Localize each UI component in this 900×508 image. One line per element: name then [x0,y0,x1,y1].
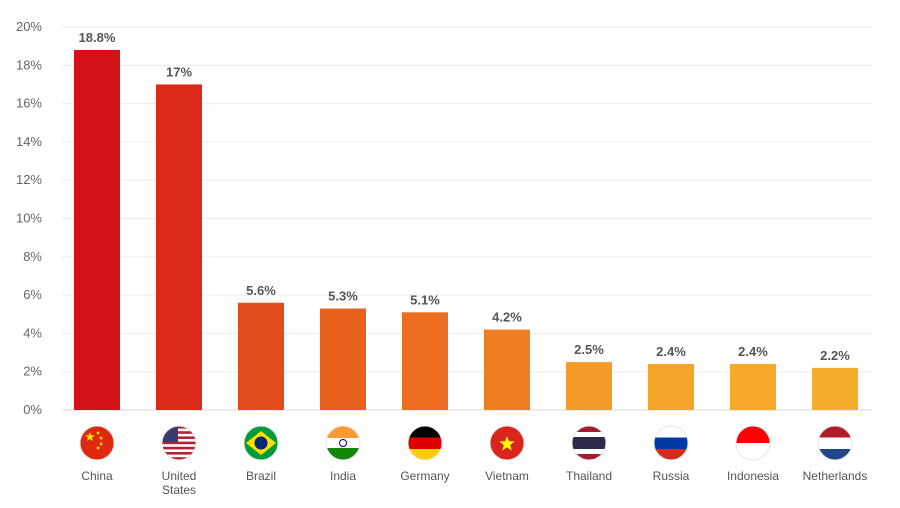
flag-germany-icon [407,425,443,461]
y-tick-label: 14% [16,134,42,149]
flag-india-icon [325,425,361,461]
bar-china [74,49,120,410]
x-tick-label: Indonesia [727,469,779,483]
y-tick-label: 2% [23,364,42,379]
y-tick-label: 0% [23,402,42,417]
y-tick-label: 8% [23,249,42,264]
x-tick-label: Germany [400,469,449,483]
y-tick-label: 4% [23,325,42,340]
bar-brazil [238,302,284,410]
flag-russia-icon [653,425,689,461]
y-tick-label: 10% [16,211,42,226]
data-label: 5.6% [246,283,276,298]
flags [79,425,853,461]
x-axis-labels: China United States Brazil India Germany Vietn… [81,469,867,497]
x-tick-label: India [330,469,356,483]
bar-vietnam [484,329,530,410]
y-axis: 0% 2% 4% 6% 8% 10% 12% 14% 16% 18% 20% [16,19,42,417]
bar-russia [648,364,694,410]
data-label: 5.1% [410,292,440,307]
data-label: 4.2% [492,310,522,325]
data-label: 2.2% [820,348,850,363]
bar-thailand [566,362,612,410]
y-tick-label: 6% [23,287,42,302]
y-tick-label: 12% [16,172,42,187]
flag-vietnam-icon [489,425,525,461]
flag-netherlands-icon [817,425,853,461]
y-tick-label: 20% [16,19,42,34]
flag-united-states-icon [161,425,197,461]
flag-indonesia-icon [735,425,771,461]
bar-germany [402,312,448,410]
x-tick-label: Thailand [566,469,612,483]
bar-netherlands [812,367,858,410]
y-tick-label: 18% [16,57,42,72]
flag-china-icon [79,425,115,461]
x-tick-label: Netherlands [803,469,868,483]
data-label: 2.5% [574,342,604,357]
x-tick-label: Vietnam [485,469,529,483]
data-label: 2.4% [738,344,768,359]
data-label: 5.3% [328,289,358,304]
x-tick-label: United States [162,469,197,497]
bar-indonesia [730,364,776,410]
bar-united-states [156,84,202,410]
data-label: 2.4% [656,344,686,359]
x-tick-label: Brazil [246,469,276,483]
y-tick-label: 16% [16,96,42,111]
x-tick-label: China [81,469,113,483]
flag-thailand-icon [571,425,607,461]
data-label: 18.8% [79,30,116,45]
value-labels: 18.8% 17% 5.6% 5.3% 5.1% 4.2% 2.5% 2.4% 2.4% 2.2% [79,30,851,363]
bar-india [320,308,366,410]
x-tick-label: Russia [653,469,690,483]
data-label: 17% [166,64,192,79]
flag-brazil-icon [243,425,279,461]
bars [74,49,858,410]
